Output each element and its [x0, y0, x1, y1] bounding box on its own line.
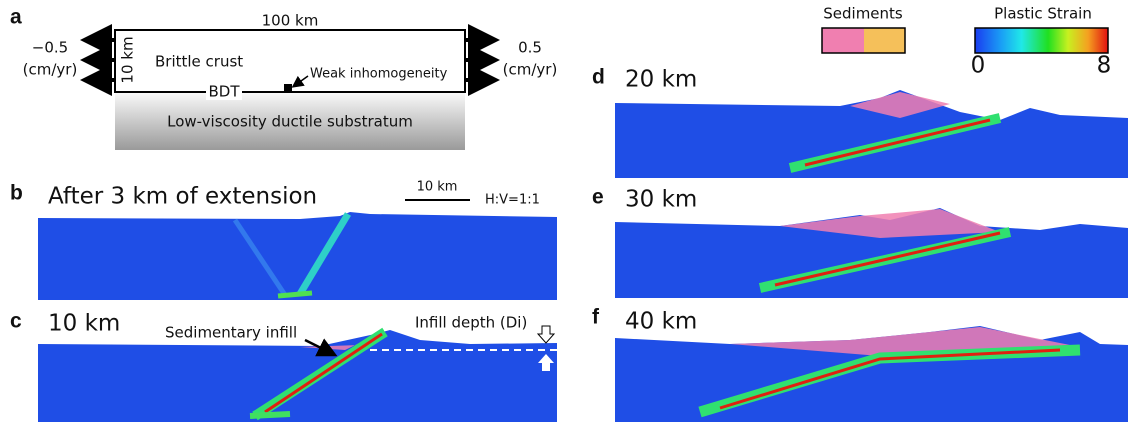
infill-depth-label: Infill depth (Di) — [415, 314, 527, 332]
colorbar — [975, 28, 1108, 53]
shear-band — [278, 293, 312, 296]
panel-label: e — [592, 186, 604, 209]
scale-label: 10 km — [417, 180, 458, 195]
panel-label: f — [592, 306, 600, 329]
panel-title: 40 km — [625, 309, 697, 335]
left-rate: −0.5 — [32, 39, 68, 57]
arrow-down — [538, 326, 554, 343]
model-domain — [38, 212, 557, 300]
figure: a 100 km 10 km Brittle crust BDT Weak in… — [0, 0, 1140, 424]
height-label: 10 km — [119, 36, 137, 83]
panel-label: d — [592, 66, 605, 89]
aspect-label: H:V=1:1 — [485, 193, 540, 208]
weak-label: Weak inhomogeneity — [310, 67, 448, 82]
panel-title: After 3 km of extension — [48, 184, 317, 210]
left-unit: (cm/yr) — [23, 61, 78, 79]
panel-label: b — [10, 182, 23, 205]
sediments-title: Sediments — [823, 5, 903, 23]
infill-annotation: Sedimentary infill — [165, 324, 297, 342]
shear-band — [250, 414, 290, 416]
colorbar-title: Plastic Strain — [994, 5, 1092, 23]
sediment-swatch — [864, 28, 905, 53]
bdt-label: BDT — [208, 83, 240, 101]
substratum-label: Low-viscosity ductile substratum — [167, 113, 413, 131]
colorbar-min: 0 — [971, 53, 986, 79]
model-domain — [38, 330, 557, 422]
weak-zone — [284, 84, 292, 92]
panel-label: a — [10, 6, 22, 29]
panel-title: 30 km — [625, 187, 697, 213]
panel-title: 10 km — [48, 311, 120, 337]
right-rate: 0.5 — [518, 39, 542, 57]
panel-label: c — [10, 310, 22, 333]
panel-title: 20 km — [625, 67, 697, 93]
colorbar-max: 8 — [1097, 53, 1112, 79]
sediment-swatch — [822, 28, 864, 53]
right-unit: (cm/yr) — [503, 61, 558, 79]
width-label: 100 km — [262, 12, 319, 30]
crust-label: Brittle crust — [155, 53, 243, 71]
